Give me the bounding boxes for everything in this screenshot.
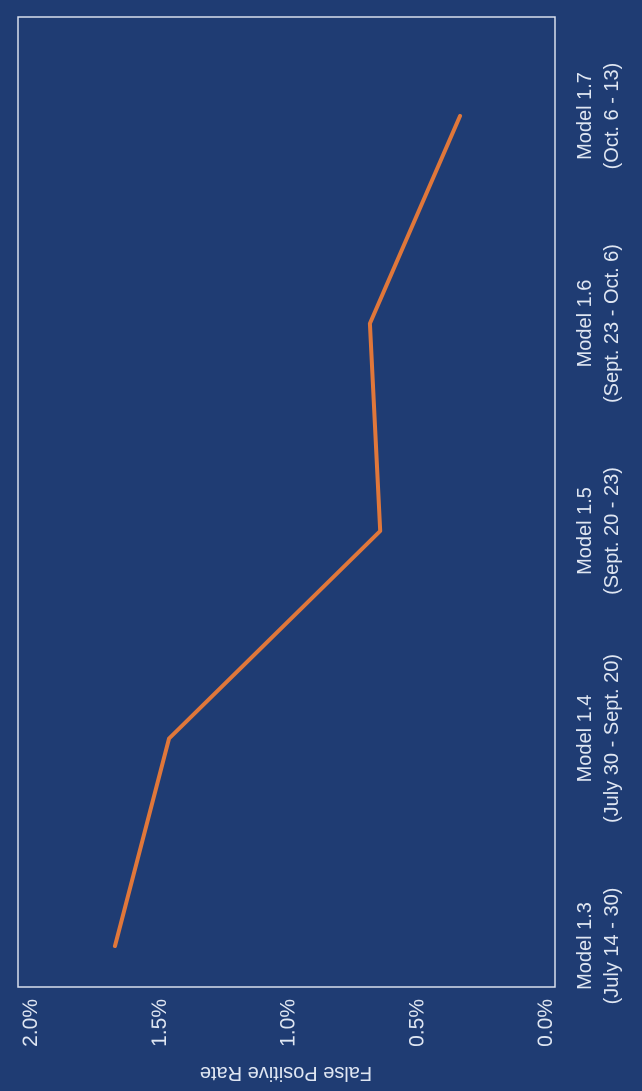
plot-frame [17, 16, 556, 988]
x-tick-period-label: (Sept. 20 - 23) [601, 467, 623, 595]
series-layer [112, 114, 463, 948]
x-tick-period-label: (Sept. 23 - Oct. 6) [601, 244, 623, 403]
x-tick-period-label: (July 14 - 30) [601, 888, 623, 1005]
y-tick-label: 1.5% [148, 999, 171, 1047]
y-tick-label: 2.0% [19, 999, 42, 1047]
x-tick-model-label: Model 1.5 [574, 487, 596, 575]
x-tick-model-label: Model 1.4 [574, 695, 596, 783]
x-tick-model-label: Model 1.7 [574, 72, 596, 160]
y-tick-label: 1.0% [277, 999, 300, 1047]
y-axis-ticks: 0.0% 0.5% 1.0% 1.5% 2.0% [19, 999, 557, 1047]
y-axis-label: False Positive Rate [200, 1062, 372, 1084]
x-axis-categories: Model 1.3 (July 14 - 30) Model 1.4 (July 30… [574, 63, 623, 1005]
x-tick-period-label: (July 30 - Sept. 20) [601, 654, 623, 823]
y-tick-label: 0.5% [405, 999, 428, 1047]
y-tick-label: 0.0% [534, 999, 557, 1047]
series-line [112, 114, 463, 948]
x-tick-model-label: Model 1.6 [574, 280, 596, 368]
x-tick-model-label: Model 1.3 [574, 902, 596, 990]
x-tick-period-label: (Oct. 6 - 13) [601, 63, 623, 170]
